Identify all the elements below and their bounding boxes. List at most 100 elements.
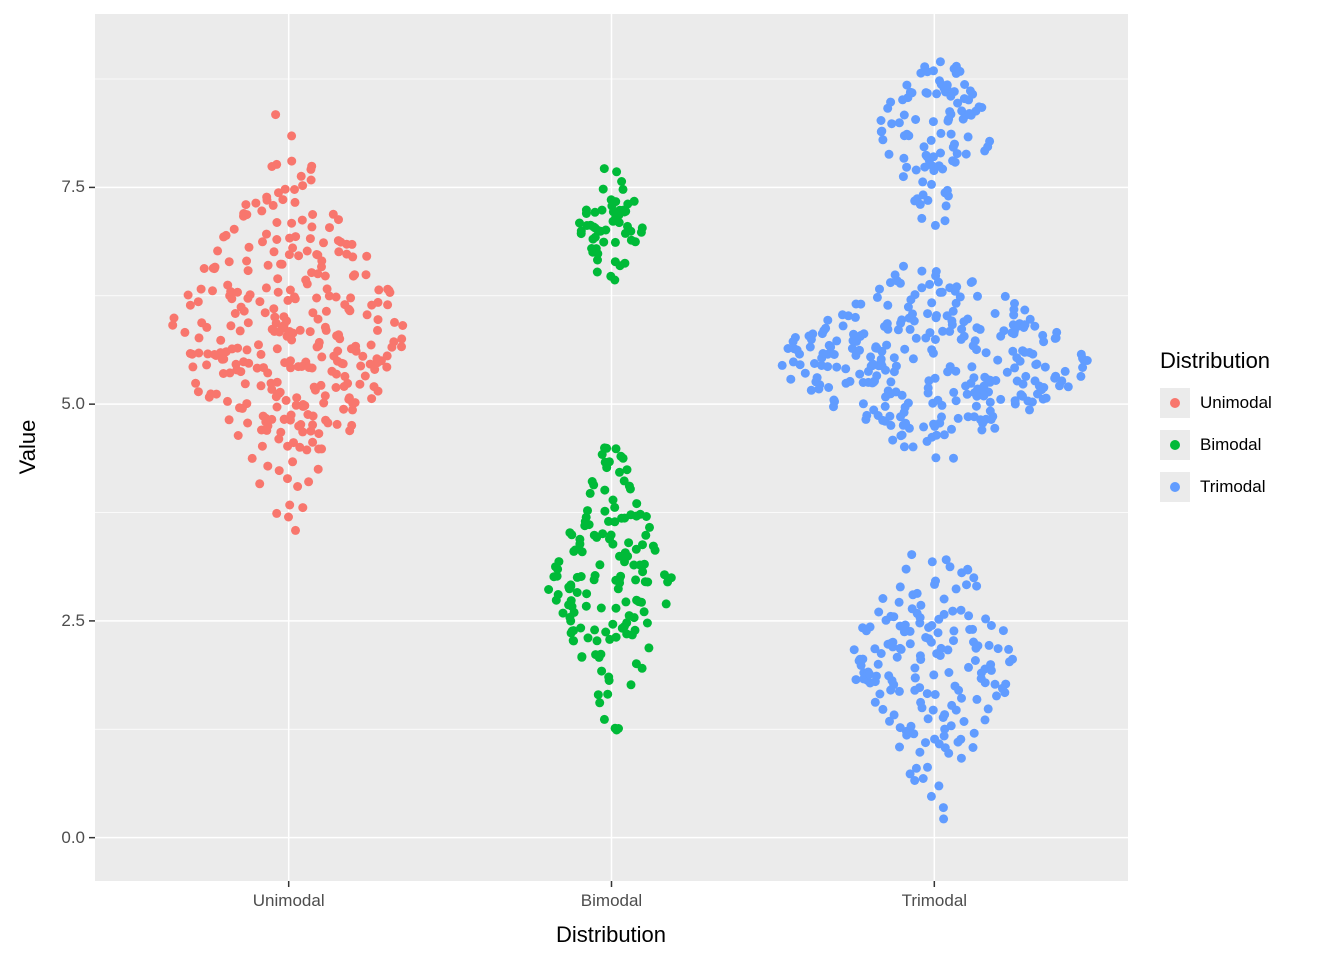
data-point [226, 287, 236, 297]
data-point [598, 184, 608, 194]
data-point [629, 196, 639, 206]
data-point [618, 453, 628, 463]
data-point [601, 225, 611, 235]
data-point [889, 353, 899, 363]
data-point [592, 636, 602, 646]
data-point [575, 534, 585, 544]
data-point [272, 235, 282, 244]
data-point [838, 310, 847, 320]
data-point [615, 551, 624, 561]
data-point [875, 689, 885, 699]
data-point [804, 331, 814, 341]
data-point [227, 294, 237, 304]
data-point [287, 156, 297, 166]
data-point [576, 623, 586, 633]
data-point [902, 80, 912, 90]
data-point [331, 292, 341, 302]
data-point [788, 357, 798, 367]
data-point [589, 222, 599, 232]
data-point [607, 201, 617, 211]
data-point [885, 716, 894, 726]
data-point [302, 246, 312, 256]
data-point [255, 479, 265, 489]
data-point [269, 304, 279, 314]
data-point [1023, 396, 1033, 406]
data-point [241, 200, 251, 210]
data-point [875, 284, 884, 294]
legend-label: Bimodal [1200, 435, 1262, 454]
data-point [398, 321, 408, 330]
data-point [567, 530, 577, 540]
data-point [374, 285, 384, 295]
data-point [623, 551, 633, 561]
data-point [976, 674, 986, 683]
data-point [595, 560, 605, 570]
data-point [886, 278, 895, 288]
data-point [939, 430, 949, 440]
data-point [307, 222, 317, 232]
data-point [622, 465, 632, 475]
data-point [918, 774, 928, 783]
data-point [951, 298, 961, 308]
data-point [951, 396, 961, 406]
data-point [303, 410, 313, 419]
data-point [922, 689, 932, 699]
data-point [196, 284, 206, 294]
data-point [610, 723, 620, 733]
data-point [962, 580, 971, 590]
data-point [930, 579, 939, 589]
data-point [812, 373, 822, 383]
data-point [180, 327, 190, 337]
data-point [805, 342, 815, 352]
data-point [274, 188, 283, 198]
data-point [202, 360, 212, 370]
data-point [226, 321, 236, 331]
data-point [990, 679, 1000, 689]
data-point [185, 300, 195, 310]
data-point [942, 185, 952, 195]
data-point [1060, 366, 1070, 376]
data-point [909, 729, 919, 739]
data-point [883, 300, 893, 310]
data-point [272, 344, 282, 354]
data-point [903, 302, 913, 312]
data-point [969, 573, 979, 583]
data-point [596, 603, 606, 613]
data-point [288, 243, 298, 253]
data-point [934, 781, 944, 791]
data-point [219, 232, 229, 242]
data-point [294, 251, 304, 261]
data-point [218, 369, 228, 378]
data-point [1032, 359, 1042, 369]
data-point [926, 791, 936, 801]
x-tick-label: Trimodal [901, 891, 968, 910]
data-point [964, 662, 973, 672]
data-point [966, 278, 976, 287]
data-point [236, 302, 246, 312]
data-point [661, 599, 671, 609]
data-point [360, 371, 370, 381]
data-point [588, 247, 598, 257]
data-point [910, 663, 920, 673]
data-point [306, 164, 316, 174]
data-point [615, 467, 624, 477]
data-point [938, 803, 948, 813]
data-point [312, 293, 322, 303]
data-point [227, 344, 237, 354]
data-point [583, 506, 592, 516]
data-point [946, 129, 956, 139]
data-point [869, 405, 879, 415]
data-point [1004, 644, 1014, 654]
data-point [874, 607, 884, 617]
data-point [961, 149, 971, 159]
data-point [858, 623, 868, 633]
data-point [306, 175, 316, 185]
data-point [927, 621, 937, 630]
data-point [281, 395, 291, 405]
data-point [632, 595, 642, 605]
data-point [783, 344, 793, 353]
data-point [612, 167, 622, 177]
data-point [356, 361, 366, 371]
data-point [292, 393, 302, 403]
data-point [288, 457, 298, 467]
